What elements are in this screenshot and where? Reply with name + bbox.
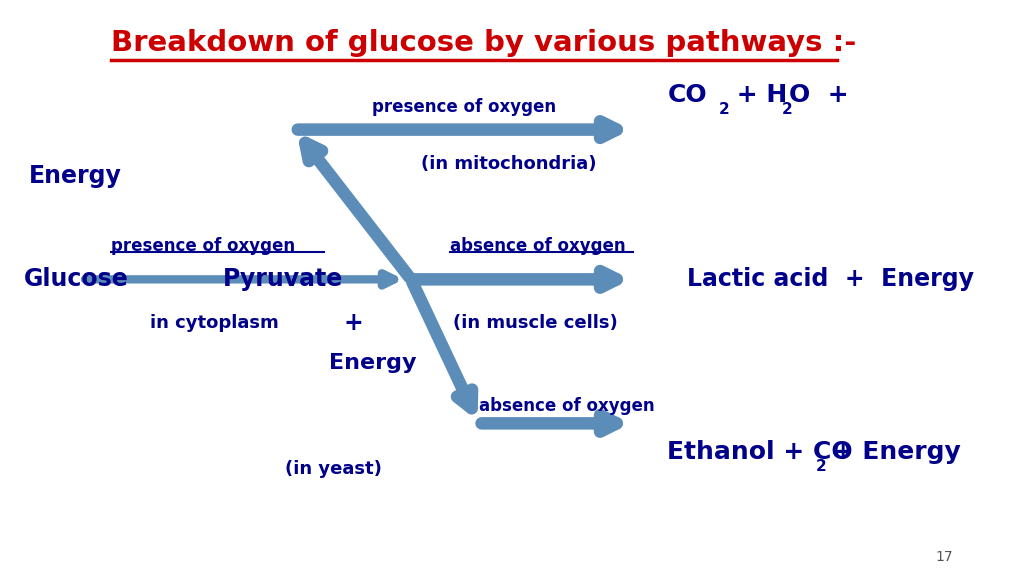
Text: CO: CO <box>668 83 707 107</box>
Text: presence of oxygen: presence of oxygen <box>112 237 295 255</box>
Text: Breakdown of glucose by various pathways :-: Breakdown of glucose by various pathways… <box>112 29 857 57</box>
Text: + Energy: + Energy <box>824 440 961 464</box>
Text: O  +: O + <box>790 83 849 107</box>
Text: absence of oxygen: absence of oxygen <box>450 237 626 255</box>
Text: Energy: Energy <box>329 353 416 373</box>
Text: +: + <box>343 310 362 335</box>
Text: Pyruvate: Pyruvate <box>223 267 343 291</box>
Text: 2: 2 <box>781 102 793 117</box>
Text: 2: 2 <box>719 102 729 117</box>
Text: Lactic acid  +  Energy: Lactic acid + Energy <box>687 267 974 291</box>
Text: 17: 17 <box>935 551 952 564</box>
Text: (in yeast): (in yeast) <box>286 460 382 479</box>
Text: in cytoplasm: in cytoplasm <box>150 313 279 332</box>
Text: Energy: Energy <box>29 164 122 188</box>
Text: absence of oxygen: absence of oxygen <box>479 397 654 415</box>
Text: (in mitochondria): (in mitochondria) <box>421 155 596 173</box>
Text: (in muscle cells): (in muscle cells) <box>453 313 617 332</box>
Text: presence of oxygen: presence of oxygen <box>373 97 556 116</box>
Text: Glucose: Glucose <box>25 267 129 291</box>
Text: Ethanol + CO: Ethanol + CO <box>668 440 853 464</box>
Text: + H: + H <box>728 83 787 107</box>
Text: 2: 2 <box>815 459 826 474</box>
